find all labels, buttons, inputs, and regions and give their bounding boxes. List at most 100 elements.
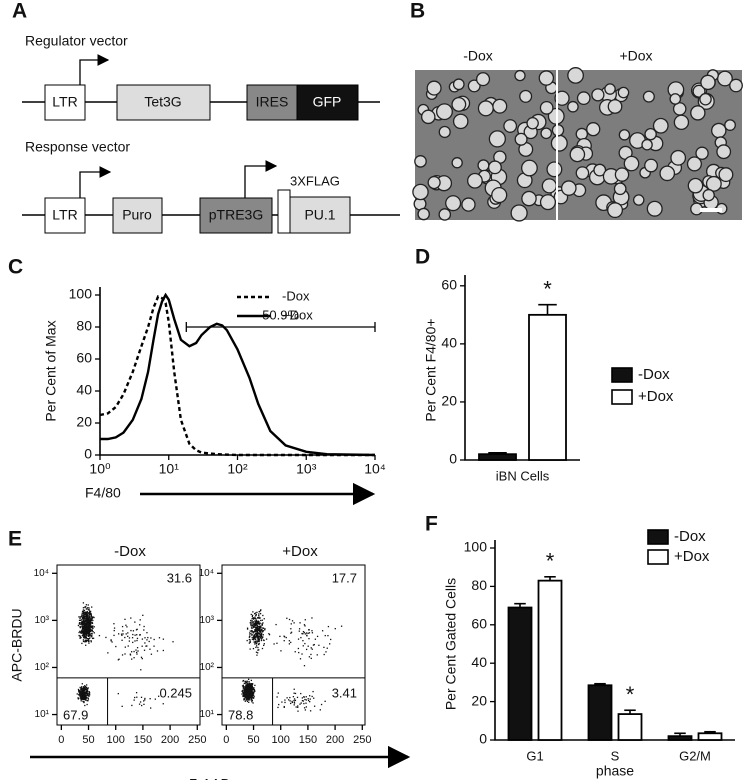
cell <box>461 197 476 212</box>
event-dot <box>252 624 254 627</box>
event-dot <box>89 612 91 614</box>
event-dot <box>83 611 85 614</box>
x-tick-label: 150 <box>134 734 152 746</box>
event-dot <box>82 636 85 638</box>
event-dot <box>79 693 82 695</box>
event-dot <box>79 691 82 693</box>
event-dot <box>291 701 293 704</box>
event-dot <box>340 625 343 627</box>
event-dot <box>82 623 84 625</box>
element-box <box>44 197 86 234</box>
cell <box>686 156 702 172</box>
event-dot <box>88 627 91 629</box>
x-tick-label: S <box>611 748 620 763</box>
event-dot <box>140 656 143 658</box>
event-dot <box>286 617 288 619</box>
event-dot <box>82 610 84 613</box>
event-dot <box>89 618 91 621</box>
significance-mark: * <box>546 549 555 574</box>
event-dot <box>83 623 86 626</box>
event-dot <box>252 691 254 693</box>
promoter-arrow <box>79 166 112 198</box>
legend-label: -Dox <box>674 528 706 545</box>
x-tick-label: 0 <box>58 734 64 746</box>
event-dot <box>251 686 253 688</box>
event-dot <box>82 698 84 701</box>
cell <box>604 83 616 95</box>
event-dot <box>251 693 253 695</box>
event-dot <box>289 702 292 705</box>
panel-label: E <box>8 528 22 551</box>
event-dot <box>81 634 84 636</box>
event-dot <box>79 626 81 628</box>
event-dot <box>301 697 303 699</box>
cell <box>669 93 682 105</box>
event-dot <box>143 649 146 651</box>
event-dot <box>304 642 306 645</box>
event-dot <box>243 682 246 685</box>
event-dot <box>290 631 293 633</box>
event-dot <box>88 625 91 628</box>
event-dot <box>91 629 93 631</box>
cell <box>702 188 715 202</box>
event-dot <box>285 636 287 639</box>
x-axis-label: phase <box>596 763 634 779</box>
y-tick-label: 20 <box>471 692 487 708</box>
event-dot <box>258 617 260 619</box>
y-tick-label: 20 <box>441 393 457 409</box>
event-dot <box>251 689 253 691</box>
event-dot <box>253 695 255 698</box>
y-tick-label: 60 <box>441 277 457 293</box>
event-dot <box>139 634 141 636</box>
event-dot <box>255 637 257 639</box>
cell <box>699 92 712 106</box>
event-dot <box>136 639 138 642</box>
event-dot <box>252 631 255 633</box>
event-dot <box>277 706 279 709</box>
event-dot <box>244 695 247 698</box>
event-dot <box>268 633 270 635</box>
event-dot <box>85 699 87 701</box>
event-dot <box>133 699 135 701</box>
gate-label: 50.9% <box>262 307 299 322</box>
event-dot <box>82 689 84 692</box>
legend-swatch <box>647 549 669 565</box>
event-dot <box>245 685 248 687</box>
event-dot <box>80 698 82 701</box>
event-dot <box>304 619 306 621</box>
event-dot <box>299 703 301 705</box>
event-dot <box>87 626 89 628</box>
event-dot <box>81 693 83 695</box>
event-dot <box>245 682 247 685</box>
event-dot <box>85 636 88 639</box>
event-dot <box>90 635 92 637</box>
event-dot <box>83 612 85 615</box>
event-dot <box>83 686 86 689</box>
event-dot <box>259 627 261 629</box>
element-label: Puro <box>122 207 152 223</box>
element-box <box>112 197 163 234</box>
event-dot <box>301 653 303 655</box>
event-dot <box>82 688 85 690</box>
event-dot <box>129 653 131 655</box>
event-dot <box>296 696 299 699</box>
scale-bar <box>700 208 722 212</box>
event-dot <box>91 622 94 625</box>
y-tick-label: 10² <box>35 662 50 673</box>
event-dot <box>246 680 248 682</box>
event-dot <box>150 707 152 709</box>
event-dot <box>87 612 90 614</box>
event-dot <box>246 695 248 697</box>
event-dot <box>283 640 285 642</box>
event-dot <box>81 620 84 622</box>
event-dot <box>79 635 81 637</box>
x-tick-label: 250 <box>353 734 371 746</box>
event-dot <box>82 607 85 609</box>
event-dot <box>251 693 254 695</box>
event-dot <box>82 625 84 628</box>
event-dot <box>277 692 279 694</box>
event-dot <box>127 632 129 634</box>
event-dot <box>252 702 254 704</box>
event-dot <box>255 618 257 620</box>
event-dot <box>86 637 88 640</box>
